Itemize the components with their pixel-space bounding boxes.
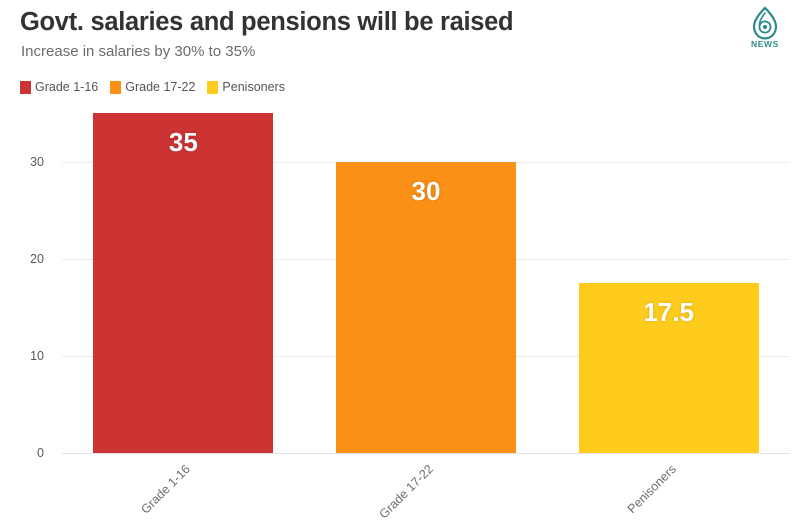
y-axis-tick-label: 30 xyxy=(30,154,44,169)
chart-x-axis-labels: Grade 1-16 Grade 17-22 Penisoners xyxy=(62,453,790,525)
gridline xyxy=(62,453,790,454)
legend-label: Grade 1-16 xyxy=(35,80,99,94)
legend-swatch-icon xyxy=(20,80,31,94)
legend-item-grade-1-16[interactable]: Grade 1-16 xyxy=(20,80,98,94)
bar-value-label: 30 xyxy=(411,175,441,206)
legend-item-penisoners[interactable]: Penisoners xyxy=(207,80,285,94)
legend-item-grade-17-22[interactable]: Grade 17-22 xyxy=(110,80,195,94)
bar-penisoners[interactable]: 17.5 xyxy=(578,283,759,453)
logo-text: NEWS xyxy=(751,39,779,49)
ary-news-logo: NEWS xyxy=(742,4,788,50)
legend-label: Penisoners xyxy=(222,80,285,94)
y-axis-tick-label: 20 xyxy=(30,251,44,266)
legend-swatch-icon xyxy=(110,80,122,94)
legend-label: Grade 17-22 xyxy=(125,80,196,94)
bar-grade-17-22[interactable]: 30 xyxy=(336,161,516,453)
flame-drop-icon xyxy=(752,6,778,40)
x-axis-tick-label: Grade 1-16 xyxy=(138,462,194,517)
bar-grade-1-16[interactable]: 35 xyxy=(93,112,274,453)
bar-value-label: 17.5 xyxy=(643,297,694,327)
legend-swatch-icon xyxy=(207,80,219,94)
x-axis-tick-label: Grade 17-22 xyxy=(376,461,437,522)
chart-legend: Grade 1-16 Grade 17-22 Penisoners xyxy=(20,80,285,94)
chart-subtitle: Increase in salaries by 30% to 35% xyxy=(21,43,256,60)
x-axis-tick-label: Penisoners xyxy=(624,462,679,517)
y-axis-tick-label: 0 xyxy=(37,446,44,460)
page-title: Govt. salaries and pensions will be rais… xyxy=(20,8,514,36)
bar-value-label: 35 xyxy=(168,126,198,157)
y-axis-tick-label: 10 xyxy=(30,348,44,363)
chart-bars: 35 30 17.5 xyxy=(62,112,790,453)
